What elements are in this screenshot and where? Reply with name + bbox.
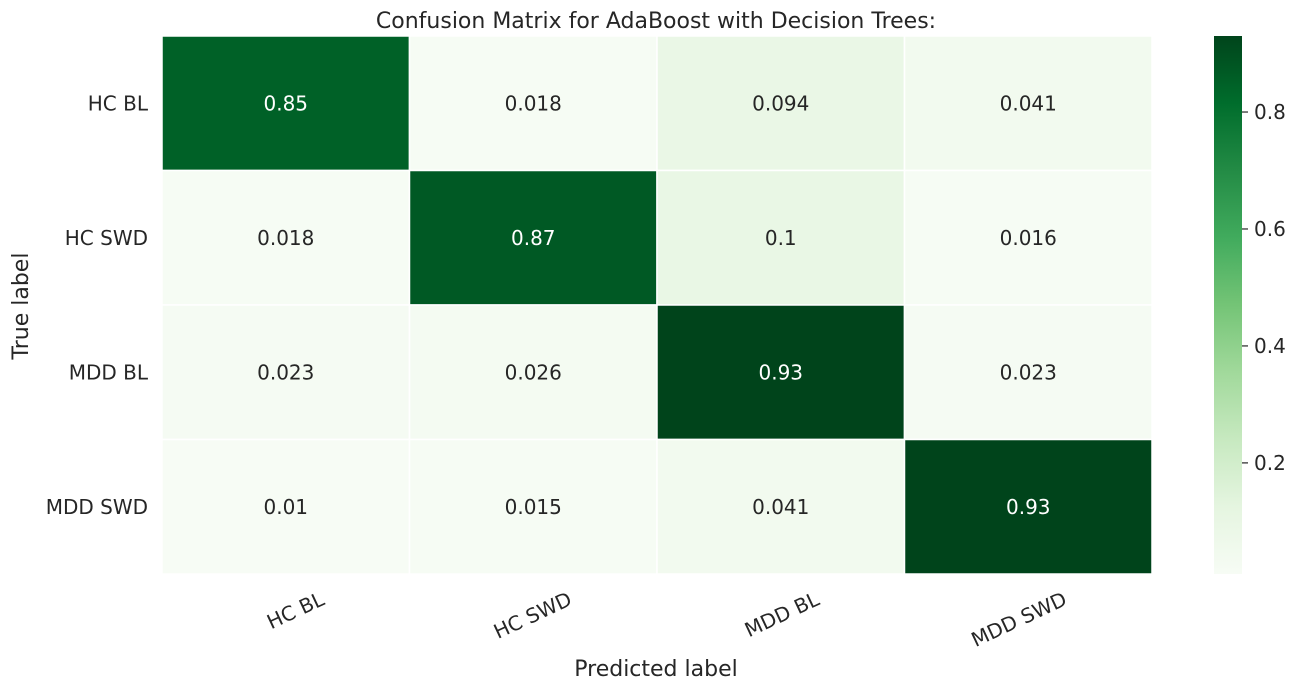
cell-value-label: 0.85 <box>263 91 308 115</box>
cell-value-label: 0.015 <box>505 495 562 519</box>
heatmap-cell <box>408 35 658 172</box>
y-axis-tick-labels: HC BL HC SWD MDD BL MDD SWD <box>46 91 149 519</box>
cell-value-label: 0.018 <box>257 226 314 250</box>
heatmap-cell <box>903 169 1153 306</box>
cell-value-label: 0.023 <box>1000 360 1057 384</box>
heatmap-cell <box>903 35 1153 172</box>
cell-value-label: 0.026 <box>505 360 562 384</box>
heatmap-cell-labels: 0.85 0.018 0.094 0.041 0.018 0.87 0.1 0.016 0.02… <box>257 91 1057 519</box>
heatmap-cell <box>161 169 411 306</box>
x-axis-tick-labels: HC BL HC SWD MDD BL MDD SWD <box>263 586 1070 651</box>
chart-title: Confusion Matrix for AdaBoost with Decis… <box>376 9 936 34</box>
cell-value-label: 0.87 <box>511 226 556 250</box>
y-tick-label: HC BL <box>88 91 149 115</box>
x-tick-label: MDD SWD <box>968 587 1071 652</box>
colorbar-tick-label: 0.8 <box>1254 100 1286 124</box>
heatmap-cell <box>903 304 1153 441</box>
cell-value-label: 0.094 <box>752 91 809 115</box>
cell-value-label: 0.023 <box>257 360 314 384</box>
cell-value-label: 0.016 <box>1000 226 1057 250</box>
cell-value-label: 0.93 <box>1006 495 1051 519</box>
heatmap-cells <box>161 35 1153 575</box>
heatmap-cell <box>656 438 906 575</box>
heatmap-cell <box>903 438 1153 575</box>
colorbar-tick-label: 0.6 <box>1254 217 1286 241</box>
x-tick-label: HC SWD <box>490 587 576 644</box>
y-tick-label: HC SWD <box>65 226 148 250</box>
y-tick-label: MDD BL <box>69 360 149 384</box>
heatmap-cell <box>161 438 411 575</box>
colorbar-tick-label: 0.2 <box>1254 451 1286 475</box>
colorbar-ticks: 0.2 0.4 0.6 0.8 <box>1242 100 1286 475</box>
heatmap-cell <box>656 35 906 172</box>
heatmap-cell <box>161 35 411 172</box>
x-tick-label: MDD BL <box>741 586 824 642</box>
heatmap-cell <box>408 304 658 441</box>
colorbar <box>1214 36 1242 574</box>
cell-value-label: 0.041 <box>752 495 809 519</box>
y-axis-label: True label <box>9 253 34 361</box>
cell-value-label: 0.041 <box>1000 91 1057 115</box>
cell-value-label: 0.1 <box>765 226 797 250</box>
x-tick-label: HC BL <box>263 586 329 634</box>
cell-value-label: 0.018 <box>505 91 562 115</box>
x-axis-label: Predicted label <box>574 657 737 682</box>
y-tick-label: MDD SWD <box>46 495 148 519</box>
cell-value-label: 0.93 <box>758 360 803 384</box>
heatmap-cell <box>408 169 658 306</box>
cell-value-label: 0.01 <box>263 495 308 519</box>
colorbar-tick-label: 0.4 <box>1254 334 1286 358</box>
heatmap-cell <box>408 438 658 575</box>
